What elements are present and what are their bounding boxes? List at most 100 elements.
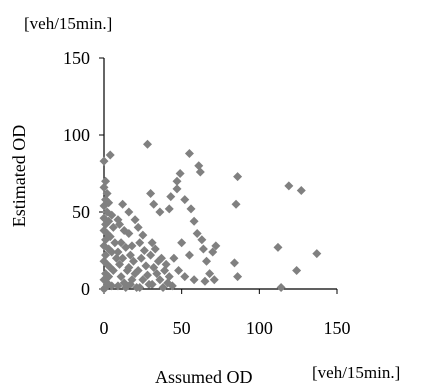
data-point (147, 279, 157, 289)
data-point (108, 222, 118, 232)
x-tick-label: 100 (246, 318, 273, 338)
ticks: 0 50 100 150 0 50 100 150 (63, 48, 351, 338)
y-axis-label: Estimated OD (9, 125, 29, 227)
data-point (195, 167, 205, 177)
data-point (138, 275, 148, 285)
data-point (135, 238, 145, 248)
data-point (111, 253, 121, 263)
data-point (229, 258, 239, 268)
data-point (124, 207, 134, 217)
data-point (164, 272, 174, 282)
data-point (156, 253, 166, 263)
data-point (155, 275, 165, 285)
x-tick-label: 150 (324, 318, 351, 338)
data-point (292, 266, 302, 276)
data-point (147, 238, 157, 248)
y-tick-label: 150 (63, 48, 90, 68)
y-tick-label: 50 (72, 202, 90, 222)
data-point (200, 276, 210, 286)
data-point (115, 259, 125, 269)
data-point (205, 269, 215, 279)
data-point (231, 199, 241, 209)
data-point (284, 181, 294, 191)
data-point (150, 244, 160, 254)
data-point (312, 249, 322, 259)
data-point (273, 242, 283, 252)
data-point (133, 266, 143, 276)
data-point (174, 266, 184, 276)
data-point (101, 250, 111, 260)
data-points (99, 139, 322, 294)
data-point (152, 269, 162, 279)
data-point (160, 266, 170, 276)
data-point (233, 172, 243, 182)
data-point (107, 210, 117, 220)
data-point (189, 216, 199, 226)
data-point (166, 192, 176, 202)
data-point (161, 259, 171, 269)
data-point (184, 148, 194, 158)
data-point (107, 281, 117, 291)
data-point (186, 204, 196, 214)
data-point (141, 261, 151, 271)
data-point (124, 229, 134, 239)
data-point (101, 235, 111, 245)
data-point (172, 184, 182, 194)
data-point (198, 244, 208, 254)
y-axis-unit: [veh/15min.] (24, 14, 112, 33)
data-point (146, 250, 156, 260)
data-point (158, 282, 168, 292)
x-axis-unit: [veh/15min.] (312, 363, 400, 382)
data-point (138, 230, 148, 240)
data-point (105, 150, 115, 160)
data-point (101, 219, 111, 229)
data-point (99, 284, 109, 294)
data-point (102, 189, 112, 199)
data-point (209, 275, 219, 285)
data-point (197, 235, 207, 245)
y-tick-label: 100 (63, 125, 90, 145)
data-point (175, 169, 185, 178)
data-point (107, 247, 117, 257)
data-point (116, 238, 126, 248)
data-point (99, 201, 109, 211)
x-tick-label: 50 (173, 318, 191, 338)
data-point (142, 270, 152, 280)
data-point (113, 281, 123, 291)
data-point (149, 199, 159, 209)
data-point (189, 275, 199, 285)
data-point (208, 247, 218, 257)
data-point (139, 246, 149, 255)
data-point (184, 250, 194, 260)
data-point (177, 238, 187, 248)
data-point (110, 238, 120, 248)
data-point (118, 199, 128, 209)
data-point (149, 262, 159, 272)
data-point (108, 266, 118, 276)
y-tick-label: 0 (81, 279, 90, 299)
data-point (202, 256, 212, 266)
data-point (146, 189, 156, 199)
data-point (180, 195, 190, 205)
data-point (194, 161, 204, 171)
data-point (127, 241, 137, 251)
data-point (169, 253, 179, 263)
data-point (99, 156, 109, 166)
axes (103, 58, 337, 290)
data-point (164, 204, 174, 214)
data-point (135, 282, 145, 292)
x-tick-label: 0 (100, 318, 109, 338)
data-point (121, 242, 131, 252)
data-point (101, 176, 111, 186)
data-point (125, 250, 135, 260)
data-point (180, 272, 190, 282)
data-point (211, 241, 221, 251)
data-point (118, 253, 128, 263)
data-point (172, 176, 182, 186)
data-point (142, 139, 152, 149)
data-point (124, 262, 134, 272)
data-point (129, 256, 139, 266)
data-point (296, 185, 306, 195)
data-point (121, 282, 131, 292)
